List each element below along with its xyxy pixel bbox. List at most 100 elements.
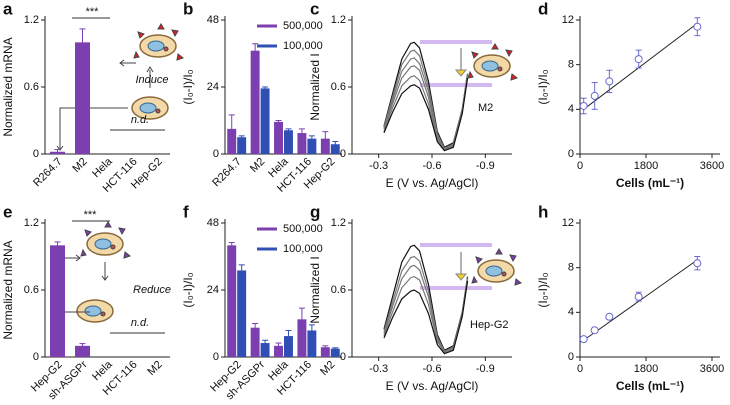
point (634, 292, 643, 301)
annotation: Reduce (133, 284, 171, 296)
legend-label: 100,000 (283, 40, 323, 52)
error-bar (252, 43, 259, 58)
error-bar (275, 120, 282, 124)
y-tick-label: 4 (568, 103, 574, 115)
point (693, 22, 702, 31)
bar (330, 348, 340, 357)
y-tick-label: 1.2 (331, 14, 346, 26)
y-tick-label: 0 (568, 148, 574, 160)
panel-label: c (310, 0, 319, 18)
y-tick-label: 8 (568, 59, 574, 71)
error-bar (238, 135, 245, 139)
bar (284, 130, 293, 154)
curve (383, 77, 469, 152)
annotation: M2 (478, 102, 493, 114)
legend-label: 500,000 (283, 223, 323, 235)
panel-label: h (538, 202, 548, 221)
bar (237, 137, 247, 154)
error-bar (228, 242, 235, 249)
y-tick-label: 0.6 (331, 81, 346, 93)
y-tick-label: 0 (33, 351, 39, 363)
error-bar (54, 149, 61, 154)
panel-label: b (183, 0, 193, 18)
bar (260, 343, 270, 357)
y-tick-label: 0 (213, 148, 219, 160)
bar (320, 347, 330, 357)
x-tick-label: -0.6 (423, 363, 442, 375)
bar (250, 50, 260, 155)
panel-label: e (3, 202, 12, 221)
curve (383, 41, 469, 149)
x-tick-label: 1800 (634, 160, 658, 172)
cell-icon (472, 249, 521, 285)
fit-line (583, 22, 698, 110)
x-tick-label: M2 (318, 359, 337, 378)
arrow (101, 262, 109, 281)
point (590, 91, 599, 100)
panel-label: d (538, 0, 548, 18)
error-bar (322, 345, 329, 349)
bar (237, 270, 247, 357)
x-tick-label: -0.9 (476, 363, 495, 375)
annotation: Induce (135, 74, 168, 86)
bar (297, 133, 307, 154)
cell-icon (468, 44, 517, 80)
x-tick-label: 0 (577, 363, 583, 375)
y-tick-label: 1.2 (331, 217, 346, 229)
error-bar (54, 241, 61, 249)
y-tick-label: 48 (207, 217, 219, 229)
error-bar (238, 264, 245, 277)
y-tick-label: 0 (33, 148, 39, 160)
x-axis-label: Cells (mL⁻¹) (616, 176, 684, 190)
y-tick-label: 0 (340, 148, 346, 160)
bar (297, 319, 307, 357)
arrow-head (146, 66, 154, 73)
cell-icon (81, 222, 130, 258)
arrow (119, 59, 136, 67)
annotation: Hep-G2 (470, 319, 509, 331)
x-tick-label: 3600 (700, 160, 724, 172)
point (579, 101, 588, 110)
y-axis-label: (I₀-I)/I₀ (181, 69, 195, 104)
y-tick-label: 0 (340, 351, 346, 363)
panel-label: f (183, 202, 189, 221)
x-axis-label: E (V vs. Ag/AgCl) (386, 379, 479, 393)
y-tick-label: 0.6 (24, 81, 39, 93)
x-tick-label: 3600 (700, 363, 724, 375)
annotation: n.d. (131, 114, 149, 126)
y-tick-label: 8 (568, 262, 574, 274)
y-axis-label: Normalized mRNA (1, 37, 15, 136)
cell-icon (76, 299, 114, 323)
error-bar (262, 339, 269, 346)
annotation: *** (86, 6, 100, 18)
error-bar (308, 135, 315, 142)
y-axis-label: (I₀-I)/I₀ (536, 69, 550, 104)
x-axis-label: E (V vs. Ag/AgCl) (386, 176, 479, 190)
y-tick-label: 12 (562, 217, 574, 229)
x-tick-label: -0.6 (423, 160, 442, 172)
y-tick-label: 24 (207, 284, 219, 296)
error-bar (275, 342, 282, 349)
x-tick-label: -0.3 (369, 160, 388, 172)
bar (284, 336, 293, 357)
point (579, 335, 588, 344)
error-bar (322, 131, 329, 146)
bar (330, 144, 340, 154)
error-bar (285, 128, 292, 132)
y-tick-label: 0 (213, 351, 219, 363)
bar (307, 330, 317, 357)
cell-icon (134, 24, 183, 60)
y-tick-label: 12 (562, 14, 574, 26)
error-bar (298, 307, 305, 331)
y-tick-label: 1.2 (24, 14, 39, 26)
bar (274, 345, 283, 357)
bar (75, 42, 90, 155)
point (634, 55, 643, 64)
x-tick-label: M2 (70, 156, 89, 175)
legend-label: 100,000 (283, 243, 323, 255)
error-bar (262, 86, 269, 90)
x-tick-label: M2 (248, 156, 267, 175)
error-bar (332, 140, 339, 148)
arrow-head (454, 69, 468, 281)
